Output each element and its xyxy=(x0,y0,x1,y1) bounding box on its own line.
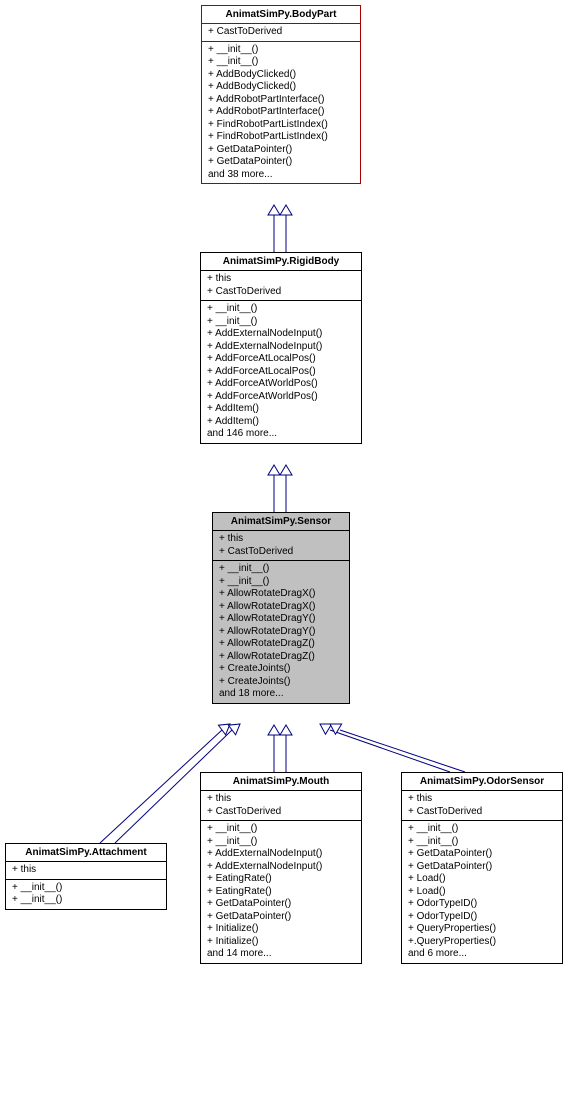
method-line: + AllowRotateDragY() xyxy=(219,626,343,639)
method-line: + AllowRotateDragZ() xyxy=(219,651,343,664)
method-line: + __init__() xyxy=(208,56,354,69)
method-line: and 146 more... xyxy=(207,428,355,441)
attr-line: + this xyxy=(207,793,355,806)
attr-line: + CastToDerived xyxy=(219,546,343,559)
class-bodypart: AnimatSimPy.BodyPart + CastToDerived + __i… xyxy=(201,5,361,184)
method-line: + AddForceAtLocalPos() xyxy=(207,366,355,379)
method-line: + __init__() xyxy=(408,836,556,849)
method-line: + AddExternalNodeInput() xyxy=(207,848,355,861)
method-line: + CreateJoints() xyxy=(219,676,343,689)
class-attributes: + this+ CastToDerived xyxy=(201,271,361,301)
method-line: + GetDataPointer() xyxy=(207,898,355,911)
class-methods: + __init__()+ __init__()+ AddExternalNod… xyxy=(201,301,361,443)
method-line: + EatingRate() xyxy=(207,873,355,886)
method-line: + __init__() xyxy=(219,563,343,576)
method-line: + Initialize() xyxy=(207,936,355,949)
method-line: + AddBodyClicked() xyxy=(208,69,354,82)
class-title: AnimatSimPy.Mouth xyxy=(201,773,361,791)
method-line: + GetDataPointer() xyxy=(208,156,354,169)
class-methods: + __init__()+ __init__() xyxy=(6,880,166,909)
class-methods: + __init__()+ __init__()+ GetDataPointer… xyxy=(402,821,562,963)
method-line: + __init__() xyxy=(208,44,354,57)
method-line: + AddExternalNodeInput() xyxy=(207,341,355,354)
class-methods: + __init__()+ __init__()+ AllowRotateDra… xyxy=(213,561,349,703)
method-line: + Load() xyxy=(408,886,556,899)
method-line: + Initialize() xyxy=(207,923,355,936)
method-line: +.QueryProperties() xyxy=(408,936,556,949)
method-line: + AddItem() xyxy=(207,416,355,429)
method-line: + __init__() xyxy=(207,836,355,849)
attr-line: + CastToDerived xyxy=(408,806,556,819)
method-line: + __init__() xyxy=(207,823,355,836)
method-line: + AddExternalNodeInput() xyxy=(207,328,355,341)
method-line: + __init__() xyxy=(219,576,343,589)
class-title: AnimatSimPy.RigidBody xyxy=(201,253,361,271)
method-line: + AddBodyClicked() xyxy=(208,81,354,94)
method-line: and 38 more... xyxy=(208,169,354,182)
attr-line: + CastToDerived xyxy=(208,26,354,39)
method-line: + AddExternalNodeInput() xyxy=(207,861,355,874)
class-attributes: + this+ CastToDerived xyxy=(402,791,562,821)
method-line: + GetDataPointer() xyxy=(207,911,355,924)
method-line: + __init__() xyxy=(12,882,160,895)
method-line: and 6 more... xyxy=(408,948,556,961)
attr-line: + CastToDerived xyxy=(207,806,355,819)
attr-line: + CastToDerived xyxy=(207,286,355,299)
class-sensor: AnimatSimPy.Sensor+ this+ CastToDerived+… xyxy=(212,512,350,704)
method-line: + QueryProperties() xyxy=(408,923,556,936)
method-line: + CreateJoints() xyxy=(219,663,343,676)
method-line: + AddForceAtWorldPos() xyxy=(207,391,355,404)
method-line: + AddItem() xyxy=(207,403,355,416)
method-line: + EatingRate() xyxy=(207,886,355,899)
method-line: + __init__() xyxy=(408,823,556,836)
class-attachment: AnimatSimPy.Attachment + this + __init__()… xyxy=(5,843,167,910)
method-line: + AllowRotateDragX() xyxy=(219,601,343,614)
class-odorsensor: AnimatSimPy.OdorSensor+ this+ CastToDeri… xyxy=(401,772,563,964)
class-attributes: + this xyxy=(6,862,166,880)
method-line: + OdorTypeID() xyxy=(408,911,556,924)
attr-line: + this xyxy=(219,533,343,546)
method-line: + AllowRotateDragZ() xyxy=(219,638,343,651)
class-attributes: + this+ CastToDerived xyxy=(213,531,349,561)
method-line: + AddRobotPartInterface() xyxy=(208,106,354,119)
method-line: + FindRobotPartListIndex() xyxy=(208,119,354,132)
method-line: + __init__() xyxy=(207,316,355,329)
method-line: + AddForceAtWorldPos() xyxy=(207,378,355,391)
class-methods: + __init__()+ __init__()+ AddExternalNod… xyxy=(201,821,361,963)
method-line: + __init__() xyxy=(12,894,160,907)
class-attributes: + CastToDerived xyxy=(202,24,360,42)
method-line: + GetDataPointer() xyxy=(408,848,556,861)
class-title: AnimatSimPy.OdorSensor xyxy=(402,773,562,791)
class-title: AnimatSimPy.Sensor xyxy=(213,513,349,531)
class-title: AnimatSimPy.BodyPart xyxy=(202,6,360,24)
method-line: and 14 more... xyxy=(207,948,355,961)
method-line: + FindRobotPartListIndex() xyxy=(208,131,354,144)
method-line: + AllowRotateDragY() xyxy=(219,613,343,626)
method-line: + OdorTypeID() xyxy=(408,898,556,911)
method-line: + GetDataPointer() xyxy=(408,861,556,874)
method-line: and 18 more... xyxy=(219,688,343,701)
method-line: + AllowRotateDragX() xyxy=(219,588,343,601)
class-attributes: + this+ CastToDerived xyxy=(201,791,361,821)
method-line: + AddForceAtLocalPos() xyxy=(207,353,355,366)
method-line: + Load() xyxy=(408,873,556,886)
method-line: + GetDataPointer() xyxy=(208,144,354,157)
method-line: + __init__() xyxy=(207,303,355,316)
attr-line: + this xyxy=(12,864,160,877)
class-methods: + __init__()+ __init__()+ AddBodyClicked… xyxy=(202,42,360,184)
class-mouth: AnimatSimPy.Mouth+ this+ CastToDerived+ … xyxy=(200,772,362,964)
method-line: + AddRobotPartInterface() xyxy=(208,94,354,107)
attr-line: + this xyxy=(207,273,355,286)
class-rigidbody: AnimatSimPy.RigidBody+ this+ CastToDeriv… xyxy=(200,252,362,444)
attr-line: + this xyxy=(408,793,556,806)
class-title: AnimatSimPy.Attachment xyxy=(6,844,166,862)
